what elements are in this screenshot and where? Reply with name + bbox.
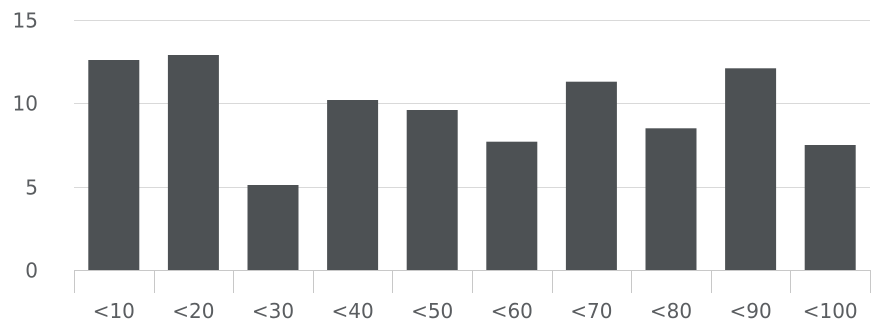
x-tick-label: <50 — [411, 299, 453, 322]
bar — [406, 110, 458, 270]
bar — [486, 141, 538, 270]
y-tick-label: 15 — [13, 9, 38, 33]
x-tick-label: <30 — [252, 299, 294, 322]
x-axis-tick-labels: <10 <20 <30 <40 <50 <60 <70 <80 <90 <100 — [93, 299, 858, 322]
x-tick-label: <20 — [172, 299, 214, 322]
x-axis — [74, 270, 871, 293]
y-axis-tick-labels: 0 5 10 15 — [13, 9, 38, 283]
bar — [88, 60, 140, 270]
y-tick-label: 5 — [25, 176, 38, 200]
x-tick-label: <90 — [729, 299, 771, 322]
bar — [167, 55, 219, 270]
y-tick-label: 0 — [25, 259, 38, 283]
x-tick-label: <40 — [331, 299, 373, 322]
bar — [247, 185, 299, 270]
x-tick-label: <80 — [650, 299, 692, 322]
x-tick-label: <10 — [93, 299, 135, 322]
bar — [804, 145, 856, 270]
y-tick-label: 10 — [13, 92, 38, 116]
bar — [645, 128, 697, 270]
x-tick-label: <70 — [570, 299, 612, 322]
bar — [725, 68, 777, 270]
bars — [88, 55, 856, 270]
bar — [327, 100, 379, 270]
bar — [565, 81, 617, 270]
x-tick-label: <60 — [491, 299, 533, 322]
x-tick-label: <100 — [803, 299, 858, 322]
